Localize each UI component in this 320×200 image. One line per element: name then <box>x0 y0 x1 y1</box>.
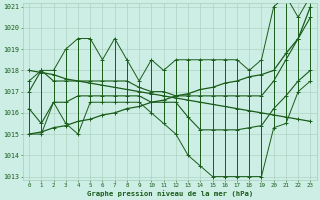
X-axis label: Graphe pression niveau de la mer (hPa): Graphe pression niveau de la mer (hPa) <box>87 190 253 197</box>
